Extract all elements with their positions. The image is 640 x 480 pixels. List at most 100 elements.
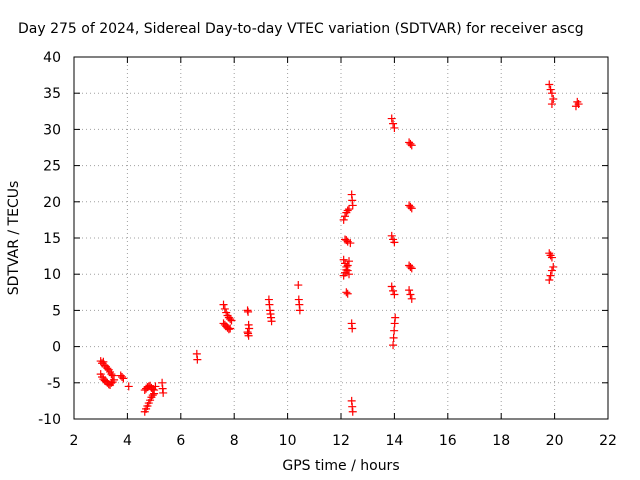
data-point [343, 289, 352, 298]
data-point [545, 275, 554, 284]
y-axis-label: SDTVAR / TECUs [6, 181, 22, 296]
data-point [119, 374, 128, 383]
data-point [574, 100, 583, 109]
data-point [391, 313, 400, 322]
data-point [387, 114, 396, 123]
data-point [226, 324, 235, 333]
data-point [342, 236, 351, 245]
y-tick-label: -10 [38, 412, 61, 428]
y-tick-label: 40 [43, 50, 61, 66]
data-point [547, 253, 556, 262]
data-point [220, 304, 229, 313]
data-point [245, 324, 254, 333]
x-tick-label: 12 [332, 433, 350, 449]
data-point [407, 204, 416, 213]
x-tick-label: 20 [546, 433, 564, 449]
data-point [387, 282, 396, 291]
data-point [348, 324, 357, 333]
data-point [110, 375, 119, 384]
y-tick-label: 15 [43, 231, 61, 247]
x-tick-label: 18 [492, 433, 510, 449]
data-point [339, 215, 348, 224]
y-tick-label: 35 [43, 86, 61, 102]
data-point [150, 386, 159, 395]
data-points [96, 80, 583, 416]
data-point [546, 85, 555, 94]
data-point [99, 357, 108, 366]
data-point [406, 202, 415, 211]
data-point [339, 255, 348, 264]
data-point [227, 316, 236, 325]
data-point [151, 382, 160, 391]
y-tick-label: 30 [43, 122, 61, 138]
x-tick-label: 2 [70, 433, 79, 449]
data-point [547, 100, 556, 109]
x-tick-label: 4 [123, 433, 132, 449]
data-point [118, 373, 127, 382]
data-point [549, 262, 558, 271]
data-point [124, 382, 133, 391]
data-point [389, 119, 398, 128]
data-point [389, 333, 398, 342]
data-point [407, 294, 416, 303]
data-point [159, 388, 168, 397]
x-tick-label: 6 [176, 433, 185, 449]
data-point [345, 257, 354, 266]
data-point [342, 265, 351, 274]
data-point [387, 231, 396, 240]
data-point [389, 286, 398, 295]
data-point [226, 315, 235, 324]
data-point [267, 317, 276, 326]
data-point [547, 89, 556, 98]
data-point [193, 355, 202, 364]
y-tick-label: -5 [47, 376, 61, 392]
data-point [407, 264, 416, 273]
data-point [390, 290, 399, 299]
data-point [224, 325, 233, 334]
x-tick-label: 16 [439, 433, 457, 449]
y-tick-label: 20 [43, 195, 61, 211]
data-point [348, 407, 357, 416]
data-point [244, 307, 253, 316]
data-point [389, 341, 398, 350]
data-point [342, 288, 351, 297]
y-tick-label: 25 [43, 159, 61, 175]
data-point [549, 94, 558, 103]
data-point [545, 80, 554, 89]
data-point [294, 281, 303, 290]
data-point [546, 271, 555, 280]
data-point [390, 238, 399, 247]
data-point [406, 290, 415, 299]
x-tick-label: 14 [385, 433, 403, 449]
tick-labels: 2 4 6 8 10 12 14 16 18 20 22 -10 -5 0 5 10 15 20 25 30 35 40 [38, 50, 617, 449]
y-tick-label: 10 [43, 267, 61, 283]
data-point [547, 266, 556, 275]
data-point [295, 306, 304, 315]
data-point [406, 139, 415, 148]
x-tick-label: 22 [599, 433, 617, 449]
axis-ticks [73, 56, 609, 420]
data-point [405, 286, 414, 295]
data-point [219, 300, 228, 309]
data-point [343, 206, 352, 215]
data-point [348, 201, 357, 210]
data-point [343, 261, 352, 270]
x-tick-label: 8 [230, 433, 239, 449]
x-tick-label: 10 [279, 433, 297, 449]
data-point [407, 141, 416, 150]
y-tick-label: 0 [52, 340, 61, 356]
data-point [244, 331, 253, 340]
data-point [345, 205, 354, 214]
data-point [390, 326, 399, 335]
data-point [346, 239, 355, 248]
y-tick-label: 5 [52, 303, 61, 319]
data-point [345, 270, 354, 279]
data-point [341, 212, 350, 221]
data-point [107, 370, 116, 379]
x-axis-label: GPS time / hours [282, 458, 399, 474]
data-point [406, 262, 415, 271]
data-point [390, 123, 399, 132]
chart-title: Day 275 of 2024, Sidereal Day-to-day VTE… [18, 21, 584, 37]
